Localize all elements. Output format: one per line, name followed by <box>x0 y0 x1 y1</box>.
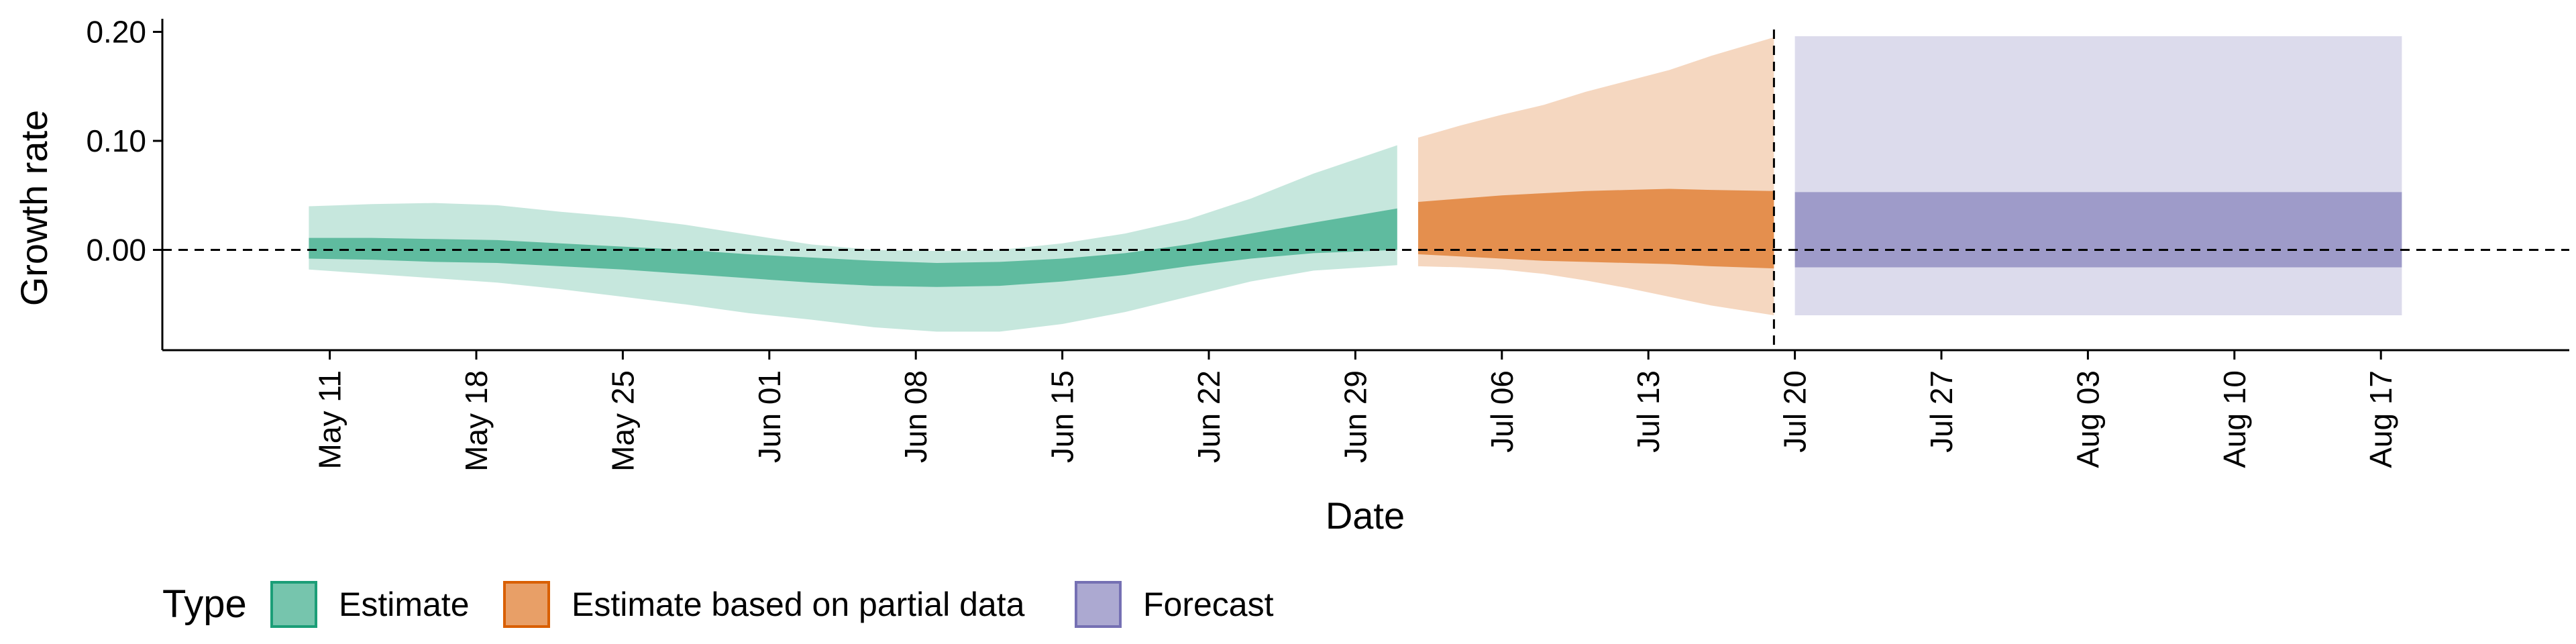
x-tick-label: Jul 20 <box>1778 370 1813 453</box>
x-tick-label: Jul 27 <box>1924 370 1959 453</box>
legend-title: Type <box>162 582 247 626</box>
x-tick-label: Aug 17 <box>2363 370 2398 468</box>
x-tick-label: Aug 10 <box>2217 370 2252 468</box>
ribbon-layer <box>309 36 2402 332</box>
x-tick-label: May 11 <box>313 370 347 469</box>
ribbon-inner-estimate-based-on-partial-data <box>1418 189 1774 269</box>
x-tick-label: Jul 06 <box>1485 370 1519 453</box>
y-axis-title: Growth rate <box>13 110 55 307</box>
x-tick-label: Jun 15 <box>1045 370 1080 463</box>
x-tick-label: Aug 03 <box>2070 370 2105 468</box>
x-tick-label: Jul 13 <box>1631 370 1666 453</box>
ribbon-outer-estimate-based-on-partial-data <box>1418 37 1774 315</box>
axes: 0.00 0.10 0.20 May 11 May 18 May 25 Jun 01 Jun … <box>86 15 2569 472</box>
ribbon-inner-forecast <box>1794 192 2402 268</box>
legend-label-forecast: Forecast <box>1143 586 1274 623</box>
x-tick-label: Jun 01 <box>752 370 787 463</box>
x-tick-label: Jun 22 <box>1191 370 1226 463</box>
legend-label-estimate: Estimate <box>339 586 470 623</box>
legend-swatch-forecast <box>1075 581 1122 628</box>
x-tick-label: May 25 <box>605 370 640 472</box>
legend-swatch-estimate-based-on-partial-data <box>503 581 550 628</box>
legend-label-estimate-based-on-partial-data: Estimate based on partial data <box>572 586 1025 623</box>
x-axis-title: Date <box>1326 494 1405 537</box>
legend: Type Estimate Estimate based on partial d… <box>162 581 1274 628</box>
legend-swatch-estimate <box>270 581 317 628</box>
reference-lines <box>162 30 2569 350</box>
y-tick-label: 0.00 <box>86 233 146 268</box>
ribbon-outer-forecast <box>1794 36 2402 315</box>
ribbon-inner-estimate <box>309 208 1397 287</box>
x-tick-label: Jun 29 <box>1338 370 1373 463</box>
ribbon-outer-estimate <box>309 145 1397 332</box>
x-tick-label: Jun 08 <box>898 370 933 463</box>
x-tick-label: May 18 <box>459 370 494 472</box>
y-tick-label: 0.10 <box>86 123 146 158</box>
y-tick-label: 0.20 <box>86 15 146 50</box>
